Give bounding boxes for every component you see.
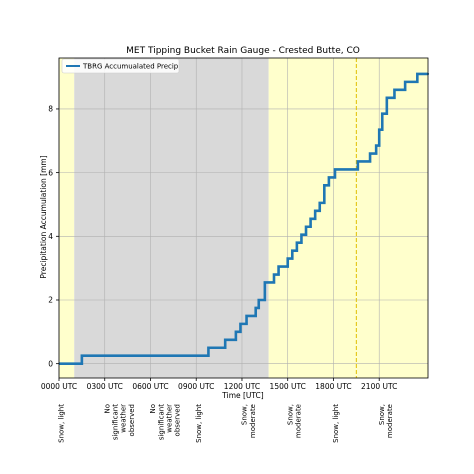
weather-labels: Snow, light No significant weather observed N… xyxy=(58,404,394,443)
weather-label-line: Snow, light xyxy=(332,404,340,443)
chart-title: MET Tipping Bucket Rain Gauge - Crested … xyxy=(126,46,360,56)
y-tick-label: 6 xyxy=(48,168,53,177)
series-layer xyxy=(59,72,430,365)
weather-label-line: Snow, light xyxy=(195,404,203,443)
data-point xyxy=(309,225,312,228)
x-tick-label: 1200 UTC xyxy=(224,382,260,391)
data-point xyxy=(318,209,321,212)
weather-label-line: moderate xyxy=(294,404,302,438)
data-point xyxy=(254,314,257,318)
data-point xyxy=(80,362,83,365)
weather-label-line: No xyxy=(149,404,157,414)
data-point xyxy=(368,160,372,163)
weather-label-line: weather xyxy=(120,404,128,433)
data-point xyxy=(291,257,294,260)
weather-label-line: moderate xyxy=(386,404,394,438)
data-point xyxy=(224,346,227,349)
y-tick-label: 4 xyxy=(48,232,53,241)
data-point xyxy=(327,184,330,187)
data-point xyxy=(356,168,359,171)
weather-period-band xyxy=(74,58,269,378)
data-point xyxy=(272,281,276,284)
data-point xyxy=(378,144,381,147)
weather-label-line: moderate xyxy=(249,404,257,438)
y-axis-label: Precipitation Accumulation [mm] xyxy=(39,155,48,278)
weather-label: No significant weather observed xyxy=(103,404,136,440)
data-point xyxy=(286,265,289,268)
data-point xyxy=(277,273,280,276)
weather-label-line: Snow, light xyxy=(58,404,66,443)
data-point xyxy=(333,176,337,179)
weather-label: Snow, light xyxy=(332,404,340,443)
data-point xyxy=(381,128,384,131)
weather-period-band xyxy=(59,58,75,378)
weather-label: Snow, light xyxy=(195,404,203,443)
weather-period-band xyxy=(268,58,428,378)
x-tick-label: 1500 UTC xyxy=(270,382,306,391)
series-line xyxy=(59,72,428,365)
x-tick-label: 0000 UTC xyxy=(41,382,77,391)
data-point xyxy=(300,241,303,244)
data-point xyxy=(234,338,237,341)
data-point xyxy=(393,96,396,99)
x-axis-ticks: 0000 UTC 0300 UTC 0600 UTC 0900 UTC 1200 UTC… xyxy=(41,378,397,391)
weather-label-line: No xyxy=(103,404,111,414)
data-point xyxy=(295,249,298,252)
data-point xyxy=(239,330,242,333)
weather-label-line: observed xyxy=(128,404,136,436)
weather-label: No significant weather observed xyxy=(149,404,182,440)
x-tick-label: 0600 UTC xyxy=(132,382,168,391)
data-point xyxy=(323,201,326,204)
weather-label-line: weather xyxy=(165,404,173,433)
data-point xyxy=(207,354,210,357)
data-point xyxy=(245,322,248,325)
weather-label: Snow, moderate xyxy=(241,404,257,438)
data-point xyxy=(404,88,407,91)
plot-background xyxy=(59,58,428,378)
data-point xyxy=(416,80,419,83)
legend-label: TBRG Accumualated Precip xyxy=(82,63,179,71)
y-tick-label: 0 xyxy=(48,359,53,368)
data-point xyxy=(375,152,378,155)
data-point xyxy=(263,298,266,302)
y-tick-label: 2 xyxy=(48,296,53,305)
x-tick-label: 0300 UTC xyxy=(87,382,123,391)
data-point xyxy=(257,306,260,310)
weather-label: Snow, moderate xyxy=(286,404,302,438)
weather-label-line: significant xyxy=(157,404,165,440)
x-axis-label: Time [UTC] xyxy=(221,391,264,400)
weather-label: Snow, light xyxy=(58,404,66,443)
y-tick-label: 8 xyxy=(48,105,53,114)
x-tick-label: 1800 UTC xyxy=(315,382,351,391)
weather-label-line: significant xyxy=(112,404,120,440)
weather-label-line: Snow, xyxy=(241,404,249,425)
data-point xyxy=(385,112,388,115)
grid-lines xyxy=(58,58,428,378)
legend-box xyxy=(61,58,180,74)
x-tick-label: 0900 UTC xyxy=(178,382,214,391)
legend: TBRG Accumualated Precip xyxy=(61,58,180,74)
data-point xyxy=(304,233,308,236)
weather-label-line: Snow, xyxy=(286,404,294,425)
plot-frame xyxy=(58,57,429,379)
weather-label: Snow, moderate xyxy=(378,404,394,438)
x-tick-label: 2100 UTC xyxy=(361,382,397,391)
weather-label-line: Snow, xyxy=(378,404,386,425)
weather-label-line: observed xyxy=(174,404,182,436)
data-point xyxy=(314,217,317,220)
y-axis-ticks: 0 2 4 6 8 xyxy=(48,105,59,368)
